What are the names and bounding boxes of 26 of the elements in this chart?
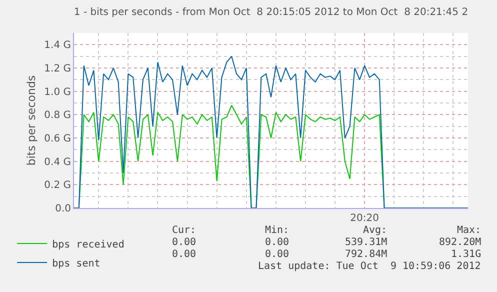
text: 0.00 [172,249,196,260]
text: Last update: Tue Oct 9 10:59:06 2012 [258,261,481,272]
y-tick-label: 1.4 G [44,40,71,52]
text: 0.00 [172,237,196,248]
text: Avg: [363,225,388,236]
y-tick-label: 1.2 G [44,64,71,74]
text: Cur: [172,225,196,236]
legend-label: bps received [52,239,124,250]
y-tick-label: 0.6 G [44,134,71,144]
text: 0.00 [265,237,290,248]
text: 539.31M [345,237,388,248]
y-tick-label: 1.0 G [44,86,71,98]
text: Min: [265,225,290,236]
y-tick-label: 0.4 G [44,156,71,168]
y-axis-title: bits per seconds [24,75,38,166]
y-tick-label: 0.8 G [44,110,71,122]
chart-title: 1 - bits per seconds - from Mon Oct 8 20:15:05 2012 to Mon Oct 8 20:21:45 2 [74,7,468,18]
text: 1.31G [451,249,482,260]
y-tick-label: 0.0 [55,204,71,214]
x-tick-label: 20:20 [350,213,379,224]
text: 792.84M [345,249,388,260]
text: 892.20M [439,237,482,248]
legend-label: bps sent [52,258,100,270]
text: 0.00 [265,249,290,260]
y-tick-label: 0.2 G [44,180,71,192]
text: Max: [457,225,482,236]
